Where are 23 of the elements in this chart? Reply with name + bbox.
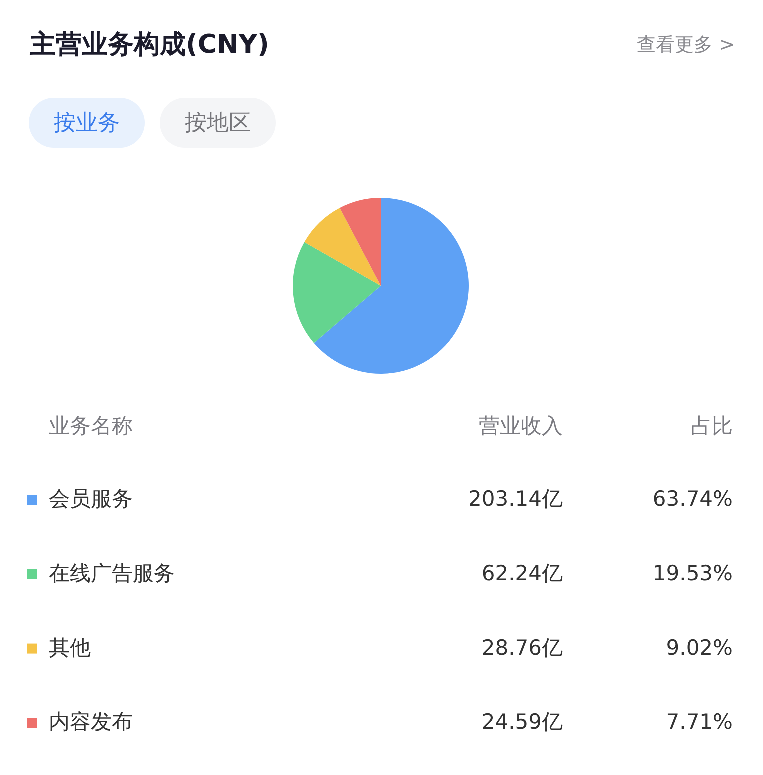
text: 查看更多 > — [637, 34, 735, 56]
data-label: 62.24亿 — [482, 561, 563, 586]
chart-title: 主营业务构成(CNY) — [29, 30, 270, 60]
text: 按地区 — [185, 111, 251, 136]
pie-slice — [293, 242, 381, 344]
legend-label: 其他 — [49, 636, 91, 660]
legend-label: 在线广告服务 — [49, 561, 175, 586]
text: 7.71% — [666, 710, 733, 734]
data-label: 24.59亿 — [482, 710, 563, 734]
text: 19.53% — [652, 561, 733, 586]
legend-title: 业务名称 — [49, 414, 133, 438]
text: 占比 — [691, 414, 733, 438]
pie-slice — [304, 208, 381, 286]
pie-slice — [340, 198, 381, 286]
text: 63.74% — [652, 487, 733, 511]
data-label: 28.76亿 — [482, 636, 563, 660]
legend-label: 会员服务 — [49, 487, 133, 511]
pie-slice — [314, 198, 469, 374]
text: 按业务 — [54, 111, 120, 136]
legend-label: 内容发布 — [49, 710, 133, 734]
text: 营业收入 — [479, 414, 563, 438]
text: 9.02% — [666, 636, 733, 660]
data-label: 203.14亿 — [468, 487, 563, 511]
